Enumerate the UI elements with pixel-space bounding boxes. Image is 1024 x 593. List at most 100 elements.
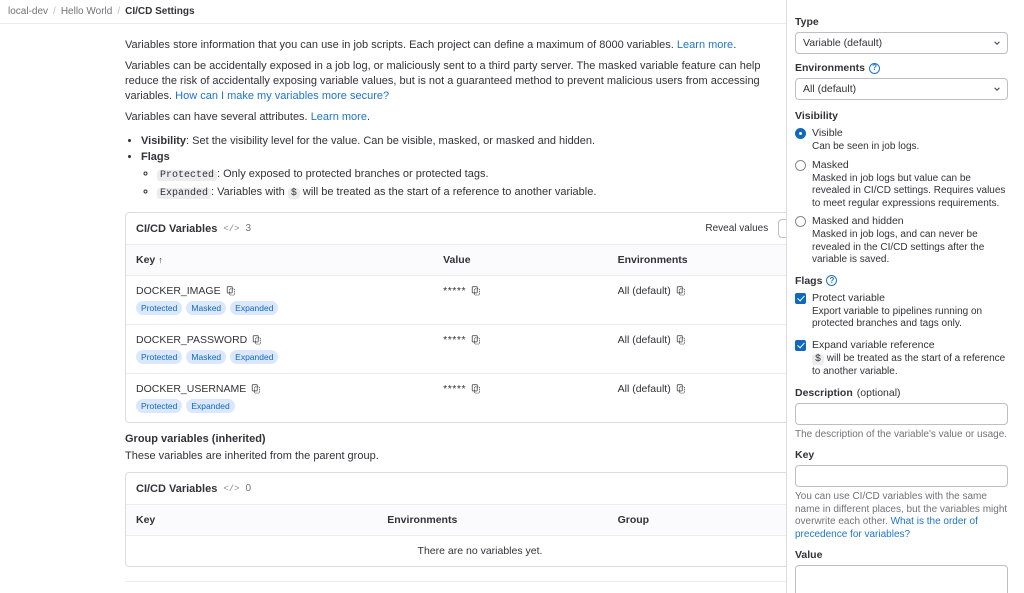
radio-masked-and-hidden[interactable] [795,216,806,227]
table-row[interactable]: DOCKER_PASSWORD Protected Masked Expande… [126,324,786,374]
precedence-link[interactable]: What is the order of precedence for vari… [795,516,978,540]
project-variables-card: CI/CD Variables </> 3 Reveal values Add … [125,212,786,423]
copy-icon[interactable] [226,286,236,296]
add-variable-button[interactable]: Add [778,219,786,238]
table-row[interactable]: DOCKER_USERNAME Protected Expanded [126,374,786,423]
variable-key: DOCKER_USERNAME [136,383,247,395]
variable-badges: Protected Masked Expanded [136,350,433,364]
flag-protect-variable[interactable]: Protect variable Export variable to pipe… [795,292,1008,331]
column-header-group: Group [607,504,786,536]
reveal-values-button[interactable]: Reveal values [703,220,770,237]
attribute-visibility-desc: : Set the visibility level for the value… [186,135,596,147]
table-row[interactable]: DOCKER_IMAGE Protected Masked Expanded [126,275,786,325]
visibility-masked-hidden-label: Masked and hidden [812,215,904,227]
visibility-option-visible[interactable]: Visible Can be seen in job logs. [795,127,1008,154]
flags-sub-list: Protected: Only exposed to protected bra… [141,166,786,202]
variable-environments: All (default) [617,383,671,395]
key-input[interactable] [795,465,1008,487]
flags-group-label: Flags ? [795,275,1008,287]
group-variables-card-header: CI/CD Variables </> 0 [126,473,786,504]
copy-icon[interactable] [471,335,481,345]
value-textarea[interactable] [795,565,1008,593]
badge-protected: Protected [136,399,183,413]
add-variable-drawer: Type Variable (default) Environments ? A… [786,0,1024,593]
variables-section-title-clipped [125,24,786,32]
cell-value: ***** [433,374,608,423]
environments-select-value: All (default) [803,83,857,95]
description-hint: The description of the variable's value … [795,428,1008,440]
key-label-text: Key [795,449,815,461]
copy-icon[interactable] [251,384,261,394]
copy-icon[interactable] [676,335,686,345]
help-icon[interactable]: ? [869,62,881,74]
cell-value: ***** [433,275,608,325]
empty-state-message: There are no variables yet. [417,545,543,557]
copy-icon[interactable] [676,286,686,296]
visibility-option-masked[interactable]: Masked Masked in job logs but value can … [795,159,1008,211]
variable-value: ***** [443,383,467,395]
column-header-key[interactable]: Key ↑ [126,244,434,276]
project-variables-table: Key ↑ Value Environments DOCKER_IMAGE [126,244,786,422]
code-icon: </> [223,223,240,234]
group-variables-table: Key Environments Group There are no vari… [126,504,786,566]
visibility-visible-label: Visible [812,127,843,139]
cell-environments: All (default) [607,324,786,374]
type-label-text: Type [795,16,819,28]
group-variables-subtitle: These variables are inherited from the p… [125,450,379,462]
variables-security-link[interactable]: How can I make my variables more secure? [175,90,390,102]
description-optional-text: (optional) [856,386,901,399]
flag-expanded-desc-b: will be treated as the start of a refere… [299,186,597,198]
flag-protect-variable-label: Protect variable [812,291,885,304]
code-icon: </> [223,483,240,494]
flag-protect-variable-description: Export variable to pipelines running on … [812,305,983,330]
visibility-masked-label: Masked [812,158,849,171]
column-header-key: Key [126,504,378,536]
learn-more-link-2[interactable]: Learn more [310,111,367,123]
attribute-visibility-term: Visibility [141,135,187,147]
badge-masked: Masked [186,301,227,315]
learn-more-link-1[interactable]: Learn more [676,39,734,51]
environments-label-text: Environments [795,62,866,74]
copy-icon[interactable] [471,286,481,296]
help-icon[interactable]: ? [826,275,838,286]
copy-icon[interactable] [471,384,481,394]
description-input[interactable] [795,402,1008,425]
flag-expand-variable-reference[interactable]: Expand variable reference $ will be trea… [795,339,1008,379]
flag-expand-label: Expand variable reference [812,338,935,351]
value-field-label: Value [795,549,1008,561]
badge-expanded: Expanded [230,350,279,364]
variable-badges: Protected Expanded [136,399,433,413]
radio-masked[interactable] [795,159,806,171]
visibility-option-masked-hidden[interactable]: Masked and hidden Masked in job logs, an… [795,215,1008,267]
flag-expanded-desc-a: : Variables with [211,186,288,198]
variable-badges: Protected Masked Expanded [136,301,433,315]
value-label-text: Value [795,549,823,561]
flag-protected-item: Protected: Only exposed to protected bra… [157,166,786,184]
intro-paragraph-3: Variables can have several attributes. L… [125,110,786,125]
copy-icon[interactable] [676,384,686,394]
visibility-group-label: Visibility [795,110,838,122]
flag-expanded-code: Expanded [157,188,212,199]
flags-label-text: Flags [795,274,823,287]
type-select[interactable]: Variable (default) [795,32,1008,54]
key-hint: You can use CI/CD variables with the sam… [795,491,1008,541]
visibility-visible-description: Can be seen in job logs. [812,141,920,152]
breadcrumb-item-project-group[interactable]: local-dev [8,6,49,17]
cell-key: DOCKER_PASSWORD Protected Masked Expande… [126,324,434,374]
breadcrumb-item-project[interactable]: Hello World [60,6,113,17]
checkbox-protect-variable[interactable] [795,292,806,304]
attribute-visibility: Visibility: Set the visibility level for… [141,133,786,149]
variable-environments: All (default) [617,285,671,297]
radio-visible[interactable] [795,128,806,139]
intro-paragraph-2-text: Variables can be accidentally exposed in… [125,60,761,102]
copy-icon[interactable] [252,335,262,345]
environments-select[interactable]: All (default) [795,78,1008,100]
sort-arrow-icon: ↑ [158,255,163,265]
breadcrumb-separator: / [117,6,121,17]
cell-environments: All (default) [607,275,786,325]
attribute-flags: Flags Protected: Only exposed to protect… [141,149,786,202]
checkbox-expand-variable-reference[interactable] [795,339,806,351]
flag-protected-code: Protected [157,170,218,181]
type-field-label: Type [795,16,1008,28]
project-variables-card-title: CI/CD Variables [136,222,218,235]
